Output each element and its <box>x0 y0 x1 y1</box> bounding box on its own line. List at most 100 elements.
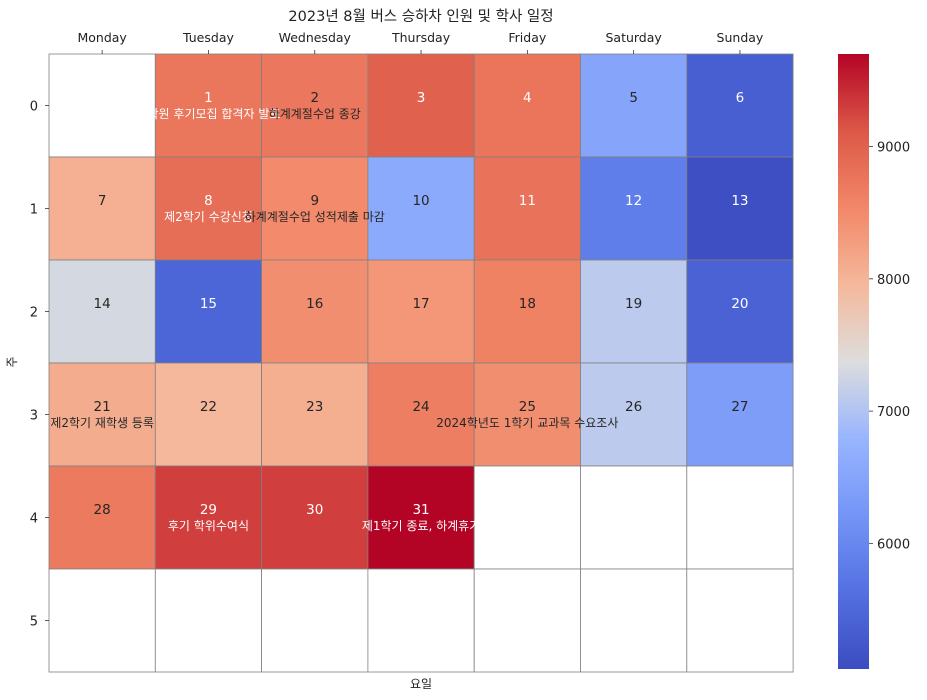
heatmap-cell <box>154 259 263 364</box>
x-tick-label: Monday <box>77 30 127 45</box>
day-number-label: 2 <box>310 90 319 106</box>
day-number-label: 6 <box>736 90 745 106</box>
colorbar-tick-label: 7000 <box>877 405 910 420</box>
y-tick-label: 2 <box>30 306 38 321</box>
day-number-label: 21 <box>94 399 111 415</box>
day-number-label: 12 <box>625 193 642 209</box>
day-number-label: 3 <box>417 90 426 106</box>
day-number-label: 15 <box>200 296 217 312</box>
heatmap-cell <box>473 362 581 467</box>
event-label: 제1학기 종료, 하계휴가 <box>362 519 480 533</box>
day-number-label: 27 <box>731 399 748 415</box>
heatmap-cell <box>686 53 794 158</box>
event-label: 후기 학위수여식 <box>168 519 249 533</box>
chart-title: 2023년 8월 버스 승하차 인원 및 학사 일정 <box>288 8 553 25</box>
heatmap-cell <box>473 465 581 570</box>
colorbar-gradient <box>838 54 869 669</box>
day-number-label: 4 <box>523 90 532 106</box>
x-axis-label: 요일 <box>410 677 432 691</box>
heatmap-cell <box>154 465 263 570</box>
heatmap-cell <box>367 568 475 673</box>
heatmap-cell <box>48 568 156 673</box>
heatmap-cell <box>48 465 156 570</box>
x-tick-label: Friday <box>508 30 546 45</box>
day-number-label: 31 <box>412 502 429 518</box>
event-label: 제2학기 재학생 등록 <box>50 416 154 430</box>
day-number-label: 29 <box>200 502 217 518</box>
heatmap-cell <box>261 362 369 467</box>
day-number-label: 25 <box>519 399 536 415</box>
heatmap-cell <box>473 568 581 673</box>
y-tick-label: 3 <box>30 409 38 424</box>
heatmap-cell <box>473 53 581 158</box>
day-number-label: 23 <box>306 399 323 415</box>
heatmap-cell <box>48 259 156 364</box>
day-number-label: 19 <box>625 296 642 312</box>
heatmap-cell <box>154 53 263 158</box>
heatmap-cell <box>48 53 156 158</box>
day-number-label: 22 <box>200 399 217 415</box>
x-tick-label: Thursday <box>391 30 451 45</box>
colorbar: 6000 7000 8000 9000 <box>838 54 910 669</box>
x-tick-label: Sunday <box>717 30 764 45</box>
x-tick-label: Tuesday <box>182 30 234 45</box>
day-number-label: 13 <box>731 193 748 209</box>
day-number-label: 5 <box>629 90 638 106</box>
day-number-label: 28 <box>94 502 111 518</box>
heatmap-cell <box>580 465 688 570</box>
day-number-label: 7 <box>98 193 107 209</box>
day-number-label: 10 <box>412 193 429 209</box>
y-tick-label: 0 <box>30 100 38 115</box>
colorbar-tick-label: 6000 <box>877 537 910 552</box>
heatmap-cell <box>580 259 688 364</box>
day-number-label: 20 <box>731 296 748 312</box>
event-label: 대학원 후기모집 합격자 발표 <box>136 107 280 121</box>
colorbar-tick-label: 9000 <box>877 141 910 156</box>
heatmap-cell <box>261 259 369 364</box>
x-axis-ticks: Monday Tuesday Wednesday Thursday Friday Satu… <box>77 30 764 54</box>
day-number-label: 14 <box>94 296 111 312</box>
x-tick-label: Saturday <box>605 30 662 45</box>
day-number-label: 11 <box>519 193 536 209</box>
day-number-label: 26 <box>625 399 642 415</box>
heatmap-cell <box>686 465 794 570</box>
heatmap-cell <box>686 156 794 261</box>
day-number-label: 16 <box>306 296 323 312</box>
day-number-label: 24 <box>412 399 429 415</box>
heatmap-cell <box>686 259 794 364</box>
heatmap-cell <box>261 53 369 158</box>
heatmap-cell <box>367 465 475 570</box>
heatmap-cell <box>580 156 688 261</box>
y-axis-label: 주 <box>5 356 19 367</box>
heatmap-cell <box>580 568 688 673</box>
heatmap-cell <box>367 259 475 364</box>
day-number-label: 9 <box>310 193 319 209</box>
heatmap-cell <box>48 362 156 467</box>
heatmap-cell <box>261 568 369 673</box>
day-number-label: 30 <box>306 502 323 518</box>
heatmap-cell <box>154 362 263 467</box>
day-number-label: 17 <box>412 296 429 312</box>
y-axis-ticks: 0 1 2 3 4 5 <box>30 100 49 630</box>
y-tick-label: 1 <box>30 203 38 218</box>
colorbar-tick-label: 8000 <box>877 273 910 288</box>
y-tick-label: 5 <box>30 615 38 630</box>
event-label: 제2학기 수강신청 <box>164 210 253 224</box>
heatmap-cell <box>580 53 688 158</box>
heatmap-cell <box>154 568 263 673</box>
event-label: 2024학년도 1학기 교과목 수요조사 <box>436 416 618 430</box>
heatmap-cell <box>473 259 581 364</box>
x-tick-label: Wednesday <box>279 30 352 45</box>
heatmap-cell <box>154 156 263 261</box>
day-number-label: 8 <box>204 193 213 209</box>
y-tick-label: 4 <box>30 512 38 527</box>
day-number-label: 18 <box>519 296 536 312</box>
event-label: 하계계절수업 성적제출 마감 <box>245 210 385 224</box>
day-number-label: 1 <box>204 90 213 106</box>
event-label: 하계계절수업 종강 <box>269 107 361 121</box>
heatmap-cell <box>686 568 794 673</box>
heatmap-cell <box>367 156 475 261</box>
heatmap-cell <box>686 362 794 467</box>
